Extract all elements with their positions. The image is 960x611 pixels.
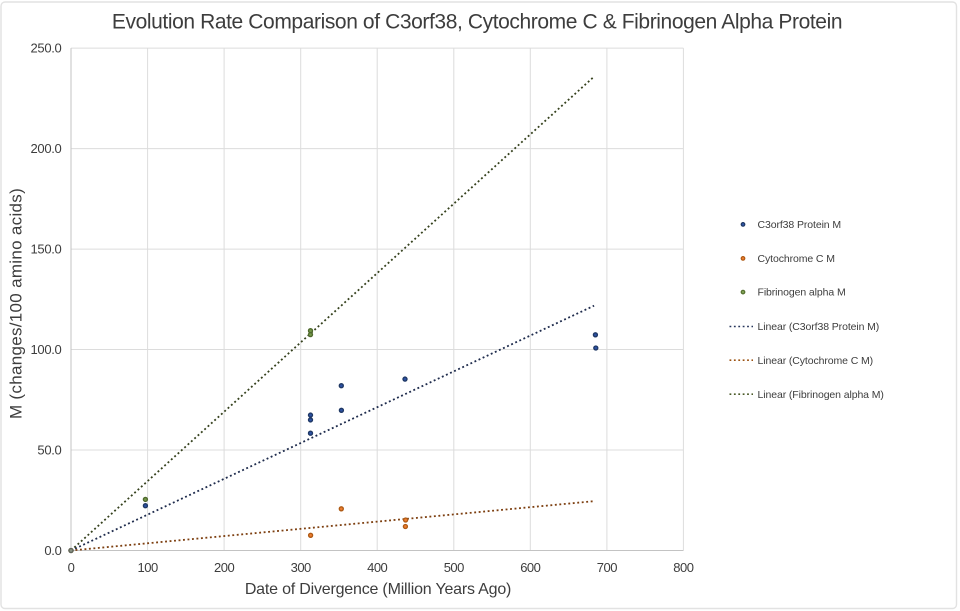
- svg-text:Evolution Rate Comparison of C: Evolution Rate Comparison of C3orf38, Cy…: [112, 11, 842, 34]
- svg-text:500: 500: [444, 560, 464, 575]
- svg-text:Linear (C3orf38 Protein M): Linear (C3orf38 Protein M): [758, 321, 880, 333]
- svg-text:800: 800: [673, 560, 693, 575]
- svg-text:100.0: 100.0: [30, 342, 61, 357]
- svg-text:Linear (Cytochrome C M): Linear (Cytochrome C M): [758, 355, 874, 367]
- svg-text:Fibrinogen alpha M: Fibrinogen alpha M: [758, 287, 846, 299]
- svg-text:150.0: 150.0: [30, 242, 61, 257]
- svg-text:200.0: 200.0: [30, 141, 61, 156]
- svg-text:600: 600: [520, 560, 540, 575]
- svg-text:Linear (Fibrinogen alpha M): Linear (Fibrinogen alpha M): [758, 389, 884, 401]
- svg-text:C3orf38 Protein M: C3orf38 Protein M: [758, 219, 842, 231]
- svg-text:0: 0: [68, 560, 75, 575]
- svg-text:200: 200: [214, 560, 234, 575]
- svg-text:Date of Divergence (Million Ye: Date of Divergence (Million Years Ago): [245, 581, 511, 598]
- svg-text:300: 300: [291, 560, 311, 575]
- svg-text:400: 400: [367, 560, 387, 575]
- svg-text:Cytochrome C M: Cytochrome C M: [758, 253, 835, 265]
- svg-text:50.0: 50.0: [37, 443, 61, 458]
- svg-text:0.0: 0.0: [44, 543, 61, 558]
- svg-text:100: 100: [137, 560, 157, 575]
- svg-text:M (changes/100 amino acids): M (changes/100 amino acids): [7, 188, 26, 419]
- svg-text:250.0: 250.0: [30, 41, 61, 56]
- svg-text:700: 700: [597, 560, 617, 575]
